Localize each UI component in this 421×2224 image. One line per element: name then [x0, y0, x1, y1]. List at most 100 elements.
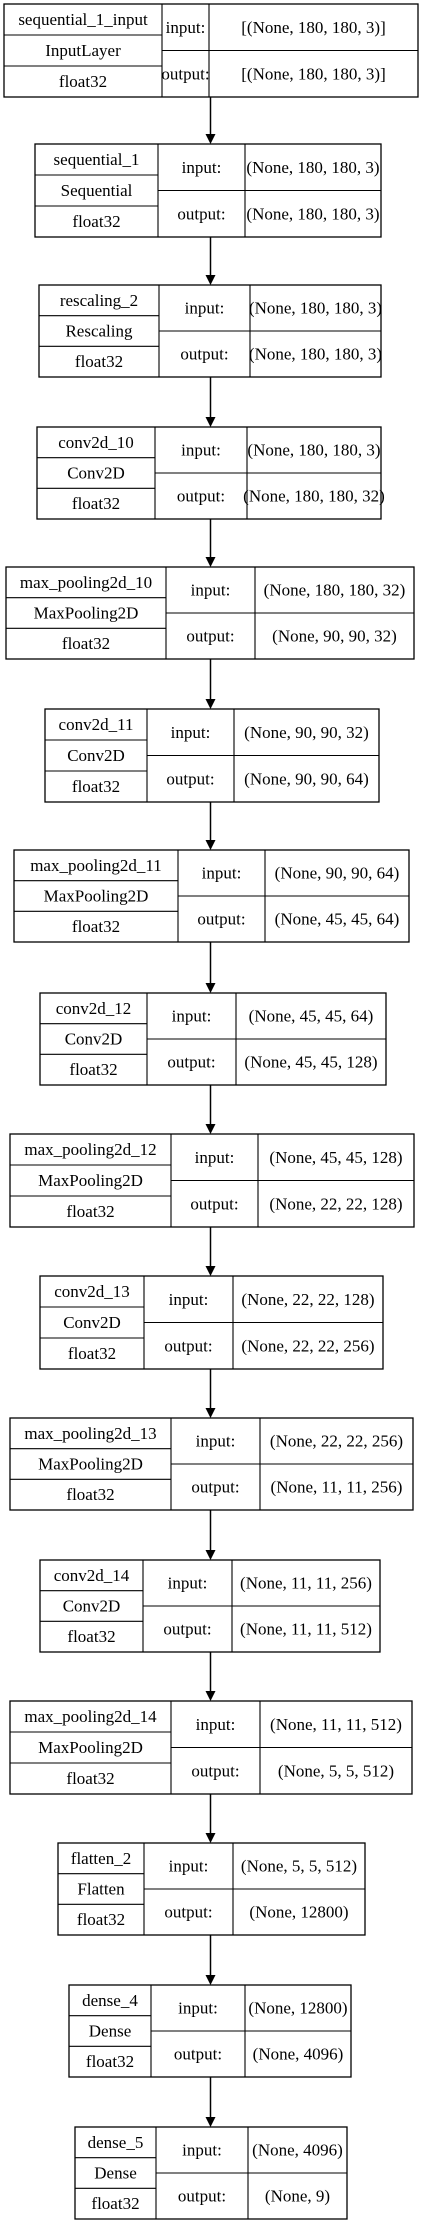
output-shape: (None, 180, 180, 3) [249, 345, 382, 364]
connection-arrow [205, 1510, 216, 1560]
layer-type: Rescaling [65, 322, 133, 341]
layer-type: Conv2D [67, 746, 125, 765]
layer-node: sequential_1_input InputLayer float32 input… [3, 3, 419, 98]
arrow-head [205, 134, 216, 144]
output-shape: (None, 22, 22, 128) [269, 1194, 402, 1213]
layer-dtype: float32 [91, 2194, 139, 2213]
layer-type: Dense [94, 2164, 136, 2183]
connection-arrow [205, 1369, 216, 1418]
connection-arrow [205, 1085, 216, 1134]
input-label: input: [171, 723, 211, 742]
arrow-head [205, 557, 216, 567]
layer-type: Sequential [61, 181, 133, 200]
connection-arrow [205, 237, 216, 285]
arrow-head [205, 699, 216, 709]
input-label: input: [185, 299, 225, 318]
layer-node: max_pooling2d_10 MaxPooling2D float32 input… [5, 566, 415, 660]
input-shape: (None, 12800) [248, 1999, 347, 2018]
layer-name: max_pooling2d_12 [24, 1140, 156, 1159]
layer-name: rescaling_2 [60, 291, 138, 310]
output-shape: (None, 4096) [253, 2045, 344, 2064]
layer-name: flatten_2 [71, 1849, 131, 1868]
layer-node: conv2d_12 Conv2D float32 input: output: (None… [39, 992, 387, 1086]
output-shape: (None, 45, 45, 128) [244, 1053, 377, 1072]
arrow-head [205, 1691, 216, 1701]
arrow-head [205, 417, 216, 427]
output-label: output: [163, 1620, 211, 1639]
layer-type: Conv2D [63, 1313, 121, 1332]
layer-dtype: float32 [62, 634, 110, 653]
layer-node: max_pooling2d_12 MaxPooling2D float32 input… [9, 1133, 415, 1228]
layer-node: conv2d_11 Conv2D float32 input: output: (None… [44, 708, 380, 803]
input-shape: (None, 90, 90, 64) [275, 864, 400, 883]
layer-name: conv2d_12 [56, 999, 132, 1018]
layer-name: sequential_1 [54, 150, 140, 169]
output-shape: (None, 180, 180, 32) [243, 487, 385, 506]
input-label: input: [178, 1999, 218, 2018]
layer-dtype: float32 [86, 2052, 134, 2071]
input-label: input: [181, 441, 221, 460]
input-label: input: [182, 158, 222, 177]
layer-dtype: float32 [66, 1769, 114, 1788]
output-label: output: [191, 1478, 239, 1497]
layer-type: MaxPooling2D [38, 1738, 143, 1757]
output-label: output: [177, 204, 225, 223]
layer-type: Conv2D [65, 1030, 123, 1049]
connection-arrow [205, 2077, 216, 2127]
connection-arrow [205, 1935, 216, 1985]
layer-node: flatten_2 Flatten float32 input: output: (Non… [57, 1842, 366, 1936]
arrow-head [205, 1833, 216, 1843]
layer-dtype: float32 [59, 72, 107, 91]
output-label: output: [161, 64, 209, 83]
arrow-head [205, 983, 216, 993]
input-label: input: [172, 1007, 212, 1026]
output-shape: (None, 90, 90, 64) [244, 769, 369, 788]
layer-type: Conv2D [67, 464, 125, 483]
output-shape: (None, 11, 11, 512) [240, 1620, 372, 1639]
output-shape: (None, 5, 5, 512) [278, 1761, 394, 1780]
input-label: input: [182, 2141, 222, 2160]
layer-name: sequential_1_input [18, 10, 148, 29]
output-label: output: [164, 1336, 212, 1355]
layer-type: InputLayer [45, 41, 121, 60]
input-label: input: [166, 18, 206, 37]
connection-arrow [205, 377, 216, 427]
layer-name: max_pooling2d_11 [30, 856, 162, 875]
layer-node: conv2d_13 Conv2D float32 input: output: (None… [39, 1275, 384, 1370]
input-shape: (None, 90, 90, 32) [244, 723, 369, 742]
connection-arrow [205, 1652, 216, 1701]
connection-arrow [205, 942, 216, 993]
layer-dtype: float32 [72, 494, 120, 513]
arrow-head [205, 1266, 216, 1276]
arrow-head [205, 1550, 216, 1560]
arrow-head [205, 1408, 216, 1418]
output-label: output: [166, 769, 214, 788]
layer-node: conv2d_10 Conv2D float32 input: output: (None… [36, 426, 385, 520]
layer-name: conv2d_10 [58, 433, 134, 452]
input-shape: (None, 11, 11, 256) [240, 1574, 372, 1593]
input-shape: (None, 22, 22, 256) [270, 1432, 403, 1451]
input-label: input: [196, 1715, 236, 1734]
layer-type: Conv2D [63, 1597, 121, 1616]
arrow-head [205, 275, 216, 285]
layer-node: max_pooling2d_11 MaxPooling2D float32 input… [13, 849, 410, 943]
layer-node: max_pooling2d_14 MaxPooling2D float32 input… [9, 1700, 413, 1795]
input-label: input: [191, 581, 231, 600]
output-label: output: [180, 345, 228, 364]
layer-type: MaxPooling2D [38, 1171, 143, 1190]
layer-name: conv2d_13 [54, 1282, 130, 1301]
input-label: input: [169, 1290, 209, 1309]
output-label: output: [178, 2187, 226, 2206]
output-label: output: [186, 627, 234, 646]
connection-arrows [205, 97, 216, 2127]
output-shape: [(None, 180, 180, 3)] [241, 64, 385, 83]
input-shape: [(None, 180, 180, 3)] [241, 18, 385, 37]
layer-node: dense_4 Dense float32 input: output: (None, 1… [68, 1984, 352, 2078]
output-label: output: [164, 1903, 212, 1922]
layer-name: conv2d_11 [59, 715, 134, 734]
output-shape: (None, 90, 90, 32) [272, 627, 397, 646]
input-shape: (None, 4096) [252, 2141, 343, 2160]
layer-dtype: float32 [72, 212, 120, 231]
layer-type: Flatten [77, 1880, 125, 1899]
